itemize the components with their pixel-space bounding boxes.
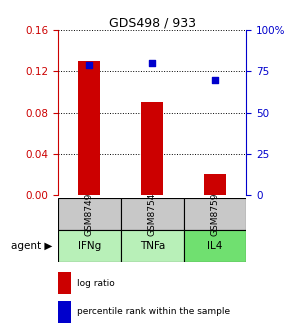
Text: percentile rank within the sample: percentile rank within the sample: [77, 307, 230, 316]
Text: GSM8754: GSM8754: [148, 193, 157, 236]
Bar: [58, 230, 121, 262]
Bar: [58, 300, 71, 323]
Text: IL4: IL4: [207, 241, 223, 251]
Text: IFNg: IFNg: [78, 241, 101, 251]
Title: GDS498 / 933: GDS498 / 933: [109, 16, 196, 29]
Text: agent ▶: agent ▶: [11, 241, 52, 251]
Bar: [141, 102, 163, 195]
Point: [87, 62, 92, 68]
Bar: [58, 198, 121, 230]
Text: GSM8759: GSM8759: [211, 193, 220, 236]
Bar: [121, 198, 184, 230]
Bar: [184, 230, 246, 262]
Point: [213, 77, 218, 82]
Text: GSM8749: GSM8749: [85, 193, 94, 236]
Bar: [78, 61, 100, 195]
Bar: [184, 198, 246, 230]
Text: TNFa: TNFa: [139, 241, 165, 251]
Point: [150, 60, 155, 66]
Bar: [204, 174, 226, 195]
Text: log ratio: log ratio: [77, 279, 115, 288]
Bar: [58, 272, 71, 294]
Bar: [121, 230, 184, 262]
